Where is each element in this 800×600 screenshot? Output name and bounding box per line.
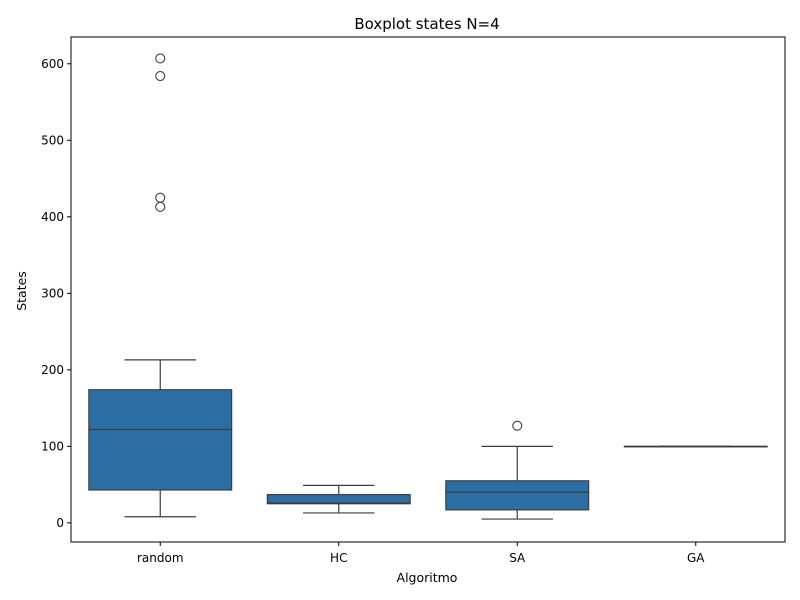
y-tick-label: 100 [41, 439, 64, 453]
y-tick-label: 600 [41, 57, 64, 71]
box-group-sa [445, 420, 590, 520]
box-group-ga [623, 445, 768, 448]
y-tick-label: 300 [41, 286, 64, 300]
y-tick-label: 0 [56, 516, 64, 530]
box [88, 389, 233, 491]
outlier-point [512, 420, 523, 431]
box-group-random [88, 53, 233, 518]
x-axis-label: Algoritmo [397, 570, 458, 585]
box [266, 493, 411, 505]
x-tick-label: GA [687, 551, 705, 565]
x-tick-label: random [137, 551, 184, 565]
plot-area [88, 53, 768, 520]
outlier-point [155, 201, 166, 212]
y-tick-label: 500 [41, 133, 64, 147]
box [445, 480, 590, 511]
chart-title: Boxplot states N=4 [354, 15, 499, 33]
x-tick-label: HC [330, 551, 347, 565]
outlier-point [155, 70, 166, 82]
plot-frame [70, 36, 786, 543]
y-axis-label: States [14, 271, 29, 311]
outlier-point [155, 192, 166, 203]
outlier-point [155, 53, 166, 64]
y-tick-label: 200 [41, 363, 64, 377]
box-group-hc [266, 484, 411, 514]
x-tick-label: SA [509, 551, 526, 565]
y-tick-label: 400 [41, 210, 64, 224]
